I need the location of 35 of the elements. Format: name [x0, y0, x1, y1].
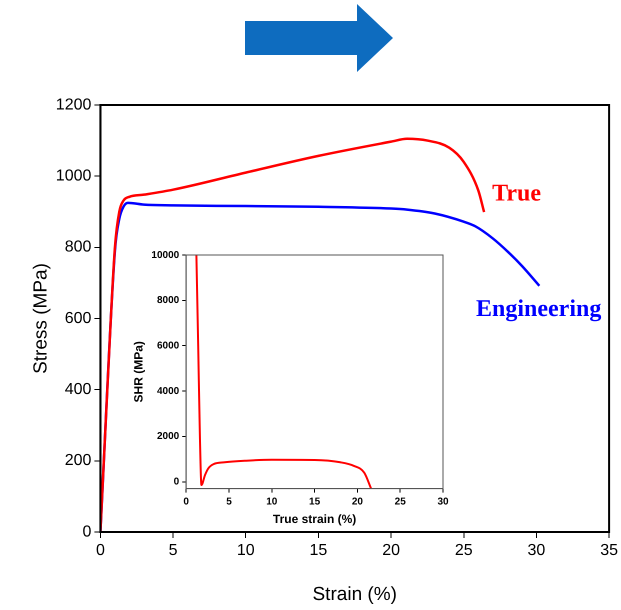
- x-tick-label: 5: [168, 542, 178, 560]
- y-tick-label: 0: [82, 523, 92, 540]
- y-tick-label: 200: [64, 452, 92, 470]
- y-axis-title: SHR (MPa): [132, 341, 146, 402]
- x-tick-label: 0: [183, 496, 190, 508]
- series-label: Engineering: [476, 296, 602, 322]
- x-tick-label: 10: [236, 542, 255, 560]
- x-tick-label: 35: [600, 542, 618, 560]
- y-tick-label: 800: [64, 238, 92, 256]
- x-tick-label: 25: [394, 496, 406, 508]
- x-axis-title: True strain (%): [272, 512, 356, 526]
- y-tick-label: 10000: [151, 250, 180, 261]
- y-tick-label: 8000: [156, 295, 180, 306]
- x-tick-label: 10: [266, 496, 278, 508]
- x-tick-label: 25: [454, 542, 473, 560]
- x-tick-label: 20: [352, 496, 364, 508]
- x-tick-label: 0: [96, 542, 105, 560]
- line-series: [195, 255, 372, 489]
- y-tick-label: 0: [174, 476, 180, 488]
- y-tick-label: 600: [64, 310, 92, 327]
- y-tick-label: 1200: [56, 96, 92, 114]
- y-axis-title: Stress (MPa): [30, 263, 52, 374]
- x-axis-title: Strain (%): [312, 584, 397, 605]
- x-tick-label: 20: [382, 542, 400, 560]
- y-tick-label: 2000: [156, 431, 180, 442]
- x-tick-label: 15: [309, 496, 321, 508]
- y-tick-label: 1000: [56, 168, 92, 185]
- x-tick-label: 5: [226, 496, 232, 508]
- y-tick-label: 4000: [156, 386, 180, 397]
- series-label: True: [492, 180, 542, 206]
- x-tick-label: 30: [437, 496, 449, 508]
- y-tick-label: 400: [64, 381, 92, 398]
- y-tick-label: 6000: [156, 340, 180, 352]
- x-tick-label: 30: [528, 542, 546, 560]
- x-tick-label: 15: [310, 542, 328, 560]
